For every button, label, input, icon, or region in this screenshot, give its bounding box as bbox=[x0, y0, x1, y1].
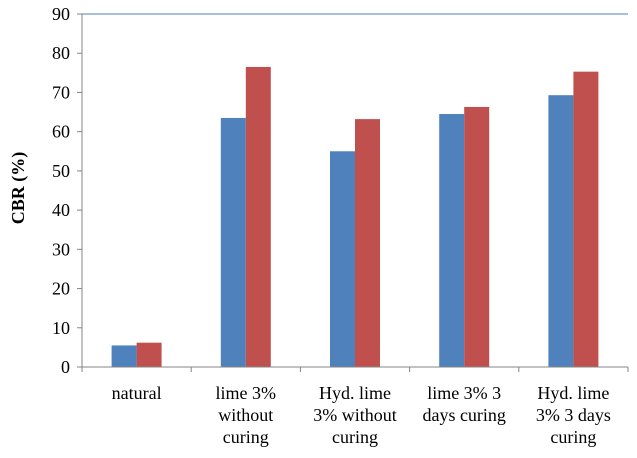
y-tick-label: 70 bbox=[52, 82, 70, 102]
y-tick-label: 80 bbox=[52, 43, 70, 63]
bar bbox=[573, 71, 599, 367]
axes bbox=[77, 13, 629, 372]
x-category-label-line: curing bbox=[223, 427, 269, 447]
x-category-label-line: 3% 3 days bbox=[536, 405, 611, 425]
bar bbox=[330, 151, 355, 367]
y-tick-label: 50 bbox=[52, 161, 70, 181]
bar bbox=[355, 119, 380, 367]
x-category-label: Hyd. lime 3% without curing bbox=[313, 383, 397, 447]
x-category-label: natural bbox=[112, 383, 162, 403]
y-tick-label: 10 bbox=[52, 318, 70, 338]
bars bbox=[111, 66, 599, 368]
y-tick-label: 20 bbox=[52, 279, 70, 299]
bar bbox=[245, 66, 271, 367]
bar bbox=[439, 114, 465, 368]
x-category-label-line: 3% without bbox=[313, 405, 397, 425]
x-category-label-line: natural bbox=[112, 383, 162, 403]
x-category-label: lime 3% without curing bbox=[216, 383, 277, 447]
x-category-label-line: Hyd. lime bbox=[537, 383, 609, 403]
y-tick-label: 0 bbox=[61, 357, 70, 377]
x-category-label: Hyd. lime 3% 3 days curing bbox=[536, 383, 611, 447]
y-axis-title: CBR (%) bbox=[8, 152, 29, 225]
bar bbox=[548, 95, 574, 367]
y-tick-label: 40 bbox=[52, 200, 70, 220]
y-tick-label: 90 bbox=[52, 4, 70, 24]
bar bbox=[464, 106, 490, 367]
x-category-label-line: Hyd. lime bbox=[319, 383, 391, 403]
x-category-label-line: days curing bbox=[422, 405, 505, 425]
x-category-label: lime 3% 3 days curing bbox=[422, 383, 505, 425]
x-category-label-line: without bbox=[218, 405, 273, 425]
bar bbox=[220, 117, 246, 367]
x-category-label-line: lime 3% 3 bbox=[427, 383, 501, 403]
bar bbox=[111, 345, 137, 367]
y-tick-label: 60 bbox=[52, 122, 70, 142]
y-tick-labels: 0 10 20 30 40 50 60 70 80 90 bbox=[52, 4, 70, 377]
x-category-label-line: lime 3% bbox=[216, 383, 277, 403]
bar bbox=[136, 342, 162, 367]
x-category-label-line: curing bbox=[332, 427, 378, 447]
y-tick-label: 30 bbox=[52, 239, 70, 259]
x-category-label-line: curing bbox=[550, 427, 596, 447]
